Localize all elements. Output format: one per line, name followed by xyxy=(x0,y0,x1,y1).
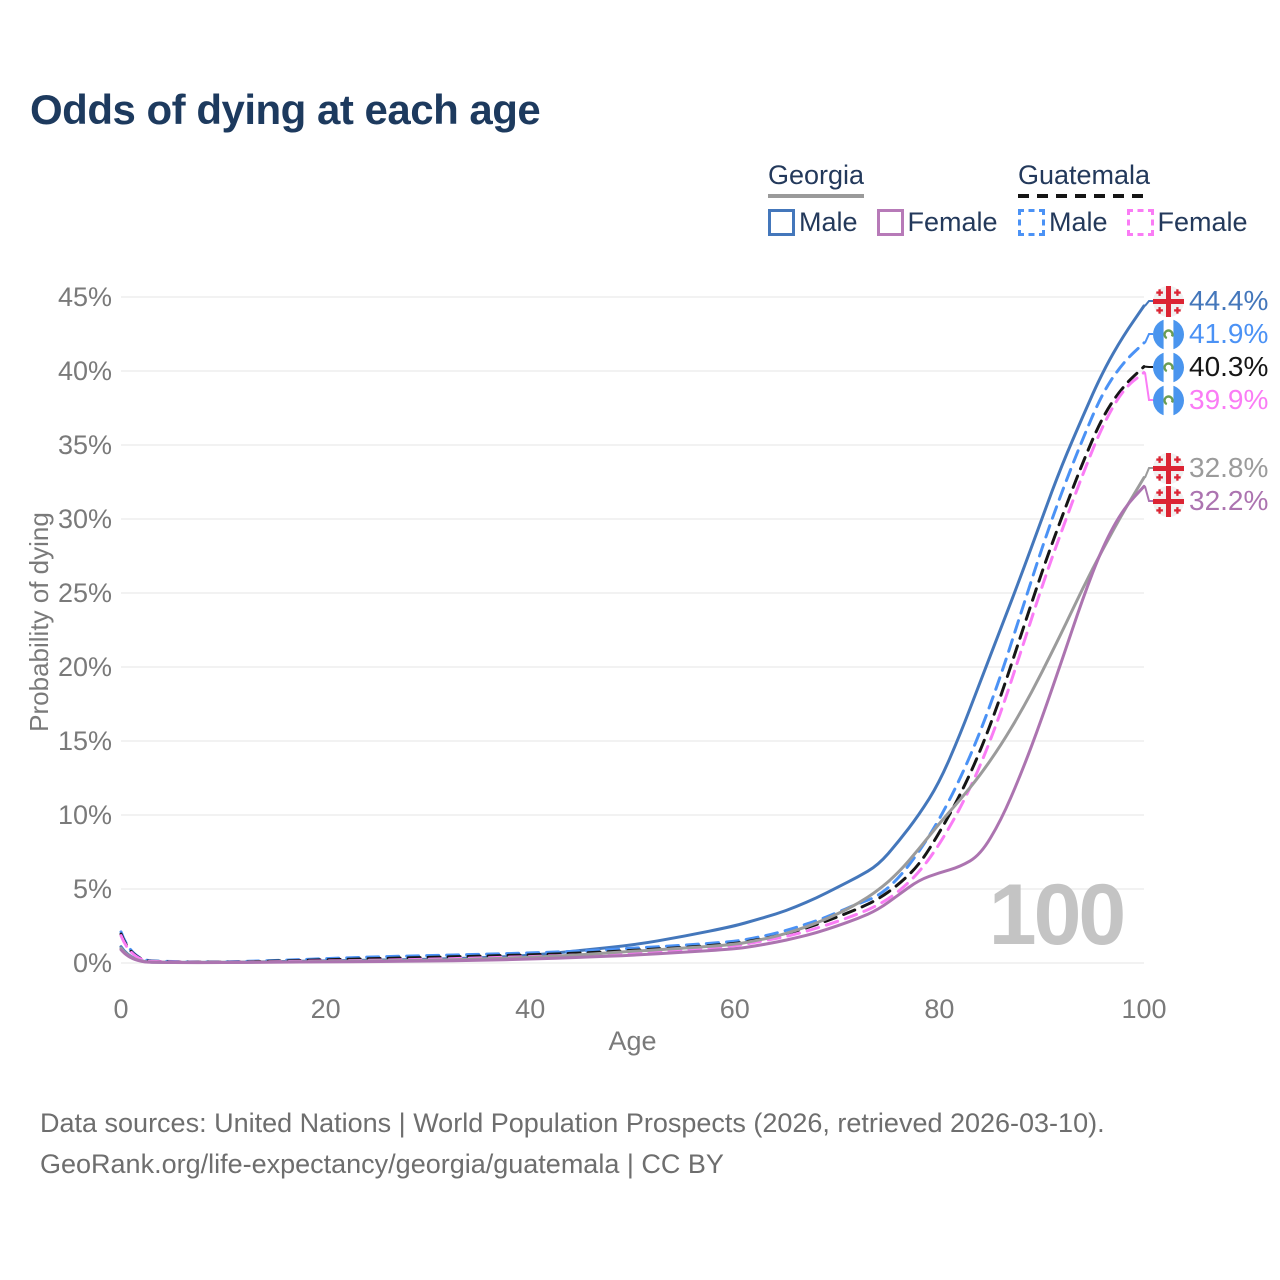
label-leader-guatemala-male xyxy=(1144,333,1153,344)
series-line-georgia-male xyxy=(119,304,1146,964)
legend-row-georgia: Male Female xyxy=(768,207,1017,238)
end-label-guatemala-both: 40.3% xyxy=(1153,351,1268,383)
series-line-georgia-female xyxy=(119,484,1146,965)
guatemala-flag-icon xyxy=(1153,384,1184,416)
y-axis-title: Probability of dying xyxy=(24,512,54,732)
guatemala-female-swatch[interactable] xyxy=(1126,209,1154,236)
y-tick-label: 0% xyxy=(73,948,112,978)
legend-country-georgia: Georgia xyxy=(768,160,865,198)
y-tick-label: 15% xyxy=(58,726,112,756)
y-tick-label: 35% xyxy=(58,430,112,460)
georgia-flag-icon xyxy=(1153,485,1184,517)
y-tick-label: 20% xyxy=(58,652,112,682)
end-label-guatemala-male: 41.9% xyxy=(1153,318,1268,350)
end-label-georgia-both: 32.8% xyxy=(1153,452,1268,484)
y-tick-label: 40% xyxy=(58,356,112,386)
georgia-flag-icon xyxy=(1153,452,1184,484)
data-source-text: Data sources: United Nations | World Pop… xyxy=(40,1108,1105,1138)
georgia-female-swatch[interactable] xyxy=(876,209,904,236)
attribution-link-text: GeoRank.org/life-expectancy/georgia/guat… xyxy=(40,1149,724,1179)
x-tick-label: 100 xyxy=(1121,994,1166,1024)
georgia-female-label[interactable]: Female xyxy=(907,207,998,237)
series-line-guatemala-male xyxy=(119,341,1146,964)
end-label-value: 32.8% xyxy=(1189,452,1269,483)
georgia-flag-icon xyxy=(1153,285,1184,317)
end-label-value: 40.3% xyxy=(1189,351,1269,382)
y-tick-label: 10% xyxy=(58,800,112,830)
legend-group-guatemala: Guatemala Male Female xyxy=(1018,160,1267,238)
georgia-solid-line-sample xyxy=(768,194,865,198)
guatemala-dashed-line-sample xyxy=(1018,194,1151,198)
y-tick-label: 30% xyxy=(58,504,112,534)
y-tick-label: 45% xyxy=(58,282,112,312)
x-axis-title: Age xyxy=(608,1026,656,1056)
end-label-value: 39.9% xyxy=(1189,384,1269,415)
x-tick-label: 60 xyxy=(720,994,750,1024)
guatemala-flag-icon xyxy=(1153,318,1184,350)
label-leader-guatemala-female xyxy=(1144,372,1153,401)
guatemala-flag-icon xyxy=(1153,351,1184,383)
end-label-value: 44.4% xyxy=(1189,285,1269,316)
end-label-guatemala-female: 39.9% xyxy=(1153,384,1268,416)
guatemala-male-swatch[interactable] xyxy=(1018,209,1045,236)
guatemala-female-label[interactable]: Female xyxy=(1157,207,1248,237)
end-label-value: 32.2% xyxy=(1189,485,1269,516)
georgia-male-label[interactable]: Male xyxy=(799,207,858,237)
x-tick-label: 40 xyxy=(515,994,545,1024)
age-counter-watermark: 100 xyxy=(988,867,1127,963)
label-leader-georgia-female xyxy=(1144,486,1153,502)
y-tick-label: 5% xyxy=(73,874,112,904)
x-tick-label: 80 xyxy=(924,994,954,1024)
x-tick-label: 0 xyxy=(113,994,128,1024)
label-leader-georgia-male xyxy=(1144,300,1153,307)
end-label-georgia-male: 44.4% xyxy=(1153,285,1268,317)
end-label-value: 41.9% xyxy=(1189,318,1269,349)
x-tick-label: 20 xyxy=(311,994,341,1024)
georgia-male-swatch[interactable] xyxy=(768,209,795,236)
y-tick-label: 25% xyxy=(58,578,112,608)
label-leader-georgia-both xyxy=(1144,467,1153,478)
legend-country-georgia-label: Georgia xyxy=(768,160,865,190)
legend-country-guatemala-label: Guatemala xyxy=(1018,160,1151,190)
legend-row-guatemala: Male Female xyxy=(1018,207,1267,238)
end-label-georgia-female: 32.2% xyxy=(1153,485,1268,517)
page-title: Odds of dying at each age xyxy=(30,86,541,133)
legend-country-guatemala: Guatemala xyxy=(1018,160,1151,198)
guatemala-male-label[interactable]: Male xyxy=(1049,207,1108,237)
legend-group-georgia: Georgia Male Female xyxy=(768,160,1017,238)
